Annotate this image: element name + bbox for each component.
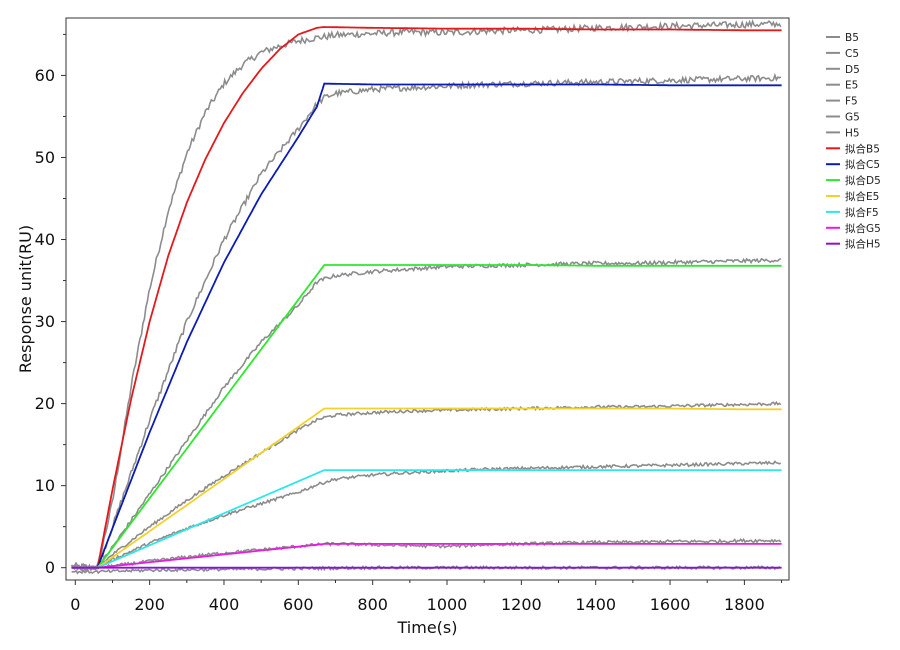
legend-label: G5 [845,112,860,124]
series-line-g5 [71,537,782,571]
y-tick-label: 30 [35,312,55,331]
legend-label: C5 [845,48,859,60]
x-tick-label: 400 [209,595,240,614]
y-tick-label: 50 [35,148,55,167]
y-axis-title: Response unit(RU) [16,225,35,373]
x-tick-label: 1800 [724,595,765,614]
legend-label: 拟合H5 [845,238,881,251]
fit-line-6 [71,543,782,569]
legend-label: E5 [845,80,858,92]
x-axis-title: Time(s) [397,618,458,637]
x-tick-label: 1000 [427,595,468,614]
x-tick-label: 1600 [650,595,691,614]
series-line-d5 [71,257,782,571]
fit-line-1 [71,26,782,569]
legend-label: 拟合F5 [845,206,879,219]
legend-label: 拟合E5 [845,190,879,203]
legend-label: 拟合D5 [845,174,881,187]
y-tick-label: 0 [45,558,55,577]
plot-frame [65,17,790,581]
legend-label: D5 [845,64,860,76]
x-tick-label: 200 [134,595,165,614]
x-tick-label: 600 [283,595,314,614]
legend-label: 拟合B5 [845,142,880,155]
fit-line-5 [71,469,782,569]
series-line-b5 [70,19,782,572]
x-tick-label: 800 [357,595,388,614]
x-tick-label: 0 [70,595,80,614]
fit-line-2 [71,82,782,569]
y-tick-label: 60 [35,66,55,85]
series-line-f5 [71,460,782,571]
legend-label: 拟合C5 [845,158,880,171]
legend: B5 C5 D5 E5 F5 G5 H5 拟合B5 拟合C5 拟合D5 拟合E5 拟合F5 拟合G5 拟合… [826,32,881,251]
legend-label: B5 [845,32,859,44]
fit-line-4 [71,407,782,569]
y-tick-label: 10 [35,476,55,495]
y-tick-label: 20 [35,394,55,413]
fit-line-3 [71,264,782,569]
series-line-c5 [70,72,782,573]
legend-label: F5 [845,96,858,108]
y-tick-label: 40 [35,230,55,249]
x-tick-label: 1400 [575,595,616,614]
plot-area [70,19,782,575]
legend-label: 拟合G5 [845,222,881,235]
series-line-e5 [71,400,782,571]
x-tick-label: 1200 [501,595,542,614]
legend-label: H5 [845,127,860,139]
